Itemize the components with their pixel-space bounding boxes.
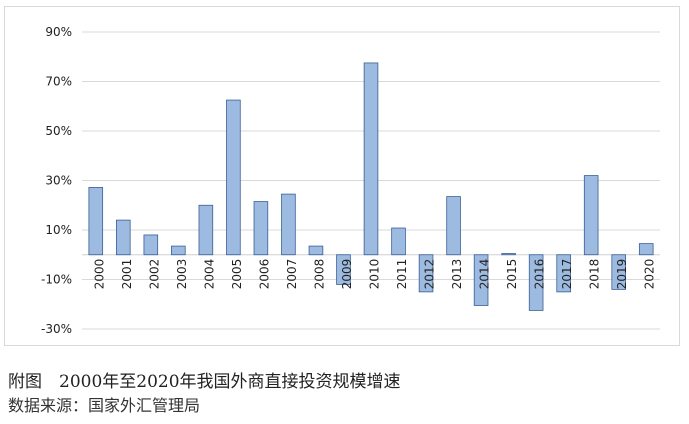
bar [473, 254, 489, 306]
x-tick-label: 2010 [368, 259, 382, 290]
x-tick-label: 2007 [285, 259, 299, 290]
bar [638, 243, 654, 256]
x-tick-label: 2000 [92, 259, 106, 290]
bar [583, 175, 599, 256]
x-tick-label: 2005 [230, 259, 244, 290]
bar [226, 99, 241, 256]
x-tick-label: 2001 [120, 259, 134, 290]
bar-chart: 90% 70% 50% 30% 10% -10% -30% 2000 2001 2002 2003 2… [41, 25, 660, 336]
bar [308, 245, 324, 256]
y-tick-label: 50% [45, 124, 72, 138]
bar [418, 254, 434, 293]
y-tick-label: -10% [41, 273, 72, 287]
bar [198, 204, 214, 256]
bar [528, 254, 544, 311]
bar [363, 62, 379, 256]
x-tick-label: 2008 [312, 259, 326, 290]
bar [253, 201, 269, 256]
x-tick-label: 2014 [478, 259, 492, 290]
x-tick-label: 2013 [450, 259, 464, 290]
x-tick-label: 2003 [175, 259, 189, 290]
figure-caption-source: 数据来源：国家外汇管理局 [8, 396, 201, 415]
bar [336, 254, 351, 285]
x-tick-label: 2004 [202, 259, 216, 290]
bar [116, 219, 131, 256]
bar [88, 187, 104, 256]
bar [171, 245, 186, 256]
x-tick-label: 2011 [395, 259, 409, 290]
x-tick-label: 2012 [423, 259, 437, 290]
x-tick-label: 2018 [588, 259, 602, 290]
y-tick-label: 10% [45, 223, 72, 237]
bar [501, 253, 516, 256]
bar [281, 193, 296, 256]
x-tick-label: 2017 [560, 259, 574, 290]
bar [611, 254, 626, 290]
bar [446, 196, 461, 256]
x-tick-label: 2009 [340, 259, 354, 290]
x-tick-label: 2019 [615, 259, 629, 290]
y-tick-label: -30% [41, 322, 72, 336]
bar [391, 227, 406, 256]
y-tick-label: 70% [45, 75, 72, 89]
x-tick-label: 2020 [643, 259, 657, 290]
bar [143, 234, 159, 256]
x-tick-label: 2015 [505, 259, 519, 290]
figure-caption-title: 附图 2000年至2020年我国外商直接投资规模增速 [8, 372, 401, 392]
x-tick-label: 2016 [533, 259, 547, 290]
bar [556, 254, 571, 293]
x-tick-label: 2006 [257, 259, 271, 290]
y-tick-label: 30% [45, 174, 72, 188]
x-tick-label: 2002 [147, 259, 161, 290]
y-tick-label: 90% [45, 25, 72, 39]
